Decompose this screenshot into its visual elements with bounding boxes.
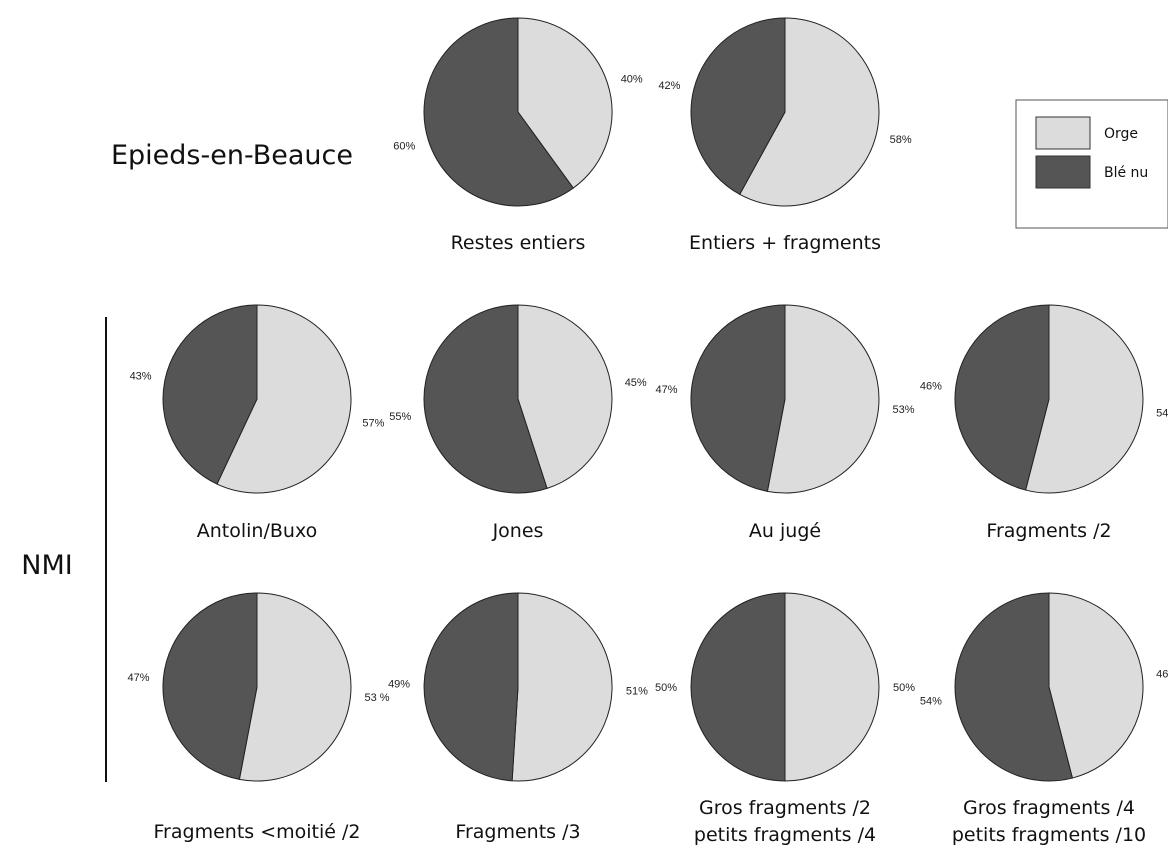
pie-pct-label-ble-nu: 43% — [130, 370, 152, 382]
legend-label-ble-nu: Blé nu — [1104, 165, 1148, 181]
pie-slice-orge — [511, 592, 613, 782]
pie-0: 40% 60% Restes entiers — [393, 17, 643, 254]
pie-6: 53 % 47% Fragments <moitié /2 — [127, 592, 390, 843]
pie-slice-ble-nu — [162, 592, 258, 780]
pie-pct-label-ble-nu: 60% — [393, 140, 415, 152]
pie-slice-ble-nu — [954, 592, 1073, 782]
pie-slice-orge — [784, 592, 880, 782]
pie-pct-label-ble-nu: 49% — [388, 679, 410, 691]
pie-slice-orge — [1048, 592, 1144, 779]
pie-3: 45% 55% Jones — [389, 304, 647, 542]
pie-pct-label-orge: 54% — [1156, 408, 1168, 420]
legend-swatch-ble-nu — [1035, 155, 1091, 189]
pie-caption: Restes entiers — [451, 232, 586, 254]
pie-slice-orge — [238, 592, 352, 782]
pie-caption: Jones — [492, 520, 544, 542]
pie-pct-label-orge: 53% — [893, 404, 915, 416]
pie-pct-label-orge: 50% — [893, 682, 915, 694]
legend-swatch-orge — [1035, 116, 1091, 150]
pie-pct-label-orge: 57% — [362, 418, 384, 430]
pie-pct-label-ble-nu: 47% — [655, 384, 677, 396]
legend-label-orge: Orge — [1104, 126, 1138, 142]
pie-pct-label-ble-nu: 50% — [655, 682, 677, 694]
pie-slice-ble-nu — [690, 304, 786, 492]
pie-slice-ble-nu — [690, 17, 786, 196]
pie-4: 53% 47% Au jugé — [655, 304, 915, 542]
pie-7: 51% 49% Fragments /3 — [388, 592, 648, 843]
pie-slice-ble-nu — [954, 304, 1050, 491]
pie-caption: Gros fragments /4 — [963, 797, 1135, 819]
pie-1: 58% 42% Entiers + fragments — [658, 17, 912, 254]
pie-2: 57% 43% Antolin/Buxo — [130, 304, 385, 542]
pie-caption: Au jugé — [749, 520, 821, 542]
pie-caption: Fragments <moitié /2 — [154, 821, 361, 843]
pie-pct-label-ble-nu: 55% — [389, 411, 411, 423]
pie-caption: petits fragments /10 — [952, 824, 1146, 846]
legend: Orge Blé nu — [1015, 99, 1168, 229]
pie-slice-orge — [739, 17, 880, 207]
pie-pct-label-orge: 58% — [890, 134, 912, 146]
pie-slice-ble-nu — [690, 592, 786, 782]
pie-caption: Fragments /3 — [455, 821, 580, 843]
pie-caption: Entiers + fragments — [689, 232, 881, 254]
pie-slice-orge — [216, 304, 352, 494]
pie-pct-label-orge: 45% — [625, 377, 647, 389]
pie-caption: Gros fragments /2 — [699, 797, 871, 819]
pie-pct-label-ble-nu: 42% — [658, 80, 680, 92]
pie-slice-orge — [766, 304, 880, 494]
pie-pct-label-orge: 53 % — [365, 692, 390, 704]
pie-5: 54% 46% Fragments /2 — [920, 304, 1168, 542]
pie-pct-label-orge: 46% — [1156, 669, 1168, 681]
pie-pct-label-ble-nu: 47% — [127, 672, 149, 684]
pie-caption: Fragments /2 — [986, 520, 1111, 542]
pie-caption: Antolin/Buxo — [197, 520, 317, 542]
pie-pct-label-orge: 40% — [621, 74, 643, 86]
pie-caption: petits fragments /4 — [694, 824, 876, 846]
pie-pct-label-ble-nu: 54% — [920, 696, 942, 708]
pie-slice-ble-nu — [423, 304, 548, 494]
pie-pct-label-ble-nu: 46% — [920, 381, 942, 393]
pie-slice-orge — [517, 17, 613, 189]
pie-slice-ble-nu — [162, 304, 258, 485]
group-label-epieds: Epieds-en-Beauce — [111, 140, 353, 171]
group-label-nmi: NMI — [21, 550, 72, 581]
pies-layer: 40% 60% Restes entiers 58% 42% Entiers + frag… — [127, 17, 1168, 846]
pie-slice-orge — [517, 304, 613, 490]
pie-slice-ble-nu — [423, 17, 574, 207]
pie-9: 46% 54% Gros fragments /4 petits fragments … — [920, 592, 1168, 846]
pie-slice-ble-nu — [423, 592, 519, 782]
pie-slice-orge — [1025, 304, 1144, 494]
pie-pct-label-orge: 51% — [626, 685, 648, 697]
pie-8: 50% 50% Gros fragments /2 petits fragments … — [655, 592, 915, 846]
